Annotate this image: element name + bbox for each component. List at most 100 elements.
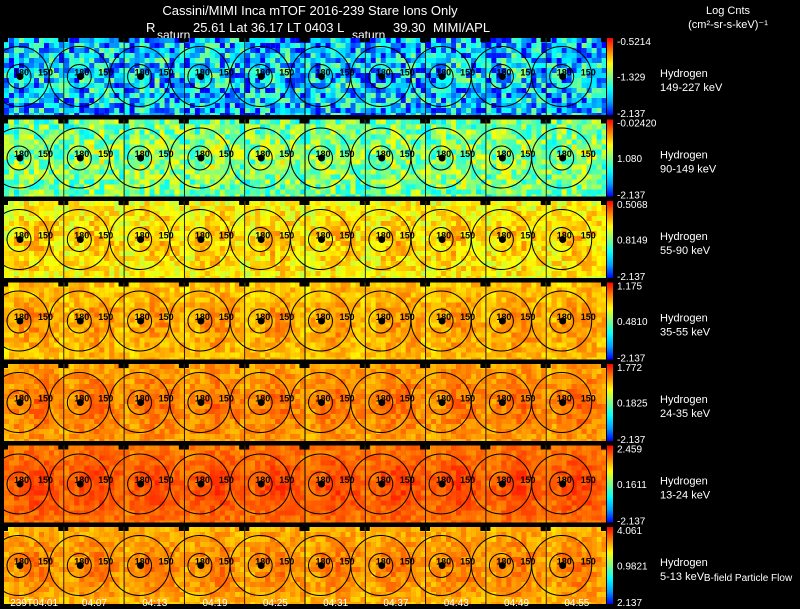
- ring-180: [488, 227, 514, 252]
- colorbar-min-r2: -2.137: [617, 272, 646, 283]
- ring-label-180: 180: [316, 475, 331, 485]
- ring-180: [127, 390, 153, 415]
- panel-r6-c1: 180 150: [48, 527, 124, 604]
- ring-180: [549, 308, 575, 334]
- sun-direction-marker: [498, 399, 506, 406]
- ring-180: [66, 553, 92, 578]
- panel-r3-c9: 180 150: [531, 282, 606, 360]
- colorbar-mid-r6: 0.9821: [617, 562, 648, 573]
- ring-label-180: 180: [195, 312, 210, 322]
- sun-direction-marker: [197, 154, 205, 162]
- sun-direction-marker: [378, 236, 386, 243]
- ring-label-150: 150: [460, 557, 475, 567]
- ring-180: [6, 471, 32, 497]
- ring-label-150: 150: [98, 231, 113, 241]
- colorbar-mid-r4: 0.1825: [617, 399, 648, 410]
- panel-r3-c5: 180 150: [290, 282, 365, 360]
- ring-label-150: 150: [219, 475, 234, 485]
- ring-180: [247, 553, 273, 578]
- sun-direction-marker: [137, 480, 145, 488]
- ring-label-180: 180: [255, 68, 270, 78]
- ring-180: [308, 227, 333, 252]
- ring-label-180: 180: [135, 231, 150, 241]
- ring-180: [549, 64, 575, 89]
- ring-label-180: 180: [195, 475, 210, 485]
- sun-direction-marker: [498, 317, 506, 325]
- panel-r6-c3: 180 150: [169, 527, 245, 604]
- energy-label-r4: 24-35 keV: [660, 408, 711, 420]
- ring-label-180: 180: [436, 475, 451, 485]
- ring-label-180: 180: [135, 68, 150, 78]
- panel-r5-c8: 180 150: [470, 445, 546, 523]
- panel-r3-c7: 180 150: [410, 282, 486, 360]
- ring-label-180: 180: [376, 475, 391, 485]
- sun-direction-marker: [559, 562, 567, 569]
- units-line-2: (cm²-sr-s-keV)⁻¹: [688, 19, 768, 31]
- ring-180: [428, 471, 454, 497]
- ring-label-180: 180: [376, 312, 391, 322]
- panel-r0-c8: 180 150: [470, 38, 546, 115]
- ring-label-150: 150: [279, 394, 294, 404]
- ring-label-150: 150: [340, 394, 355, 404]
- sun-direction-marker: [318, 236, 325, 243]
- ring-label-150: 150: [279, 149, 294, 159]
- ring-label-180: 180: [74, 557, 89, 567]
- ring-180: [368, 145, 394, 171]
- ring-180: [127, 308, 153, 334]
- time-tick-3: 04:19: [203, 598, 228, 609]
- panel-r1-c3: 180 150: [169, 119, 245, 197]
- sun-direction-marker: [76, 73, 84, 80]
- ring-180: [6, 390, 32, 415]
- sun-direction-marker: [197, 317, 205, 325]
- ring-label-150: 150: [340, 557, 355, 567]
- ring-label-150: 150: [340, 312, 355, 322]
- sun-direction-marker: [197, 236, 205, 243]
- ring-180: [66, 471, 92, 497]
- time-axis: 239T04:01 04:07 04:13 04:19 04:25 04:31 04:37 0…: [10, 598, 590, 609]
- ring-label-180: 180: [496, 557, 511, 567]
- colorbar-max-r4: 1.772: [617, 363, 642, 374]
- ring-180: [488, 390, 514, 415]
- ring-180: [247, 308, 273, 334]
- ring-180: [549, 553, 575, 578]
- energy-label-r5: 13-24 keV: [660, 490, 711, 502]
- ring-label-150: 150: [279, 312, 294, 322]
- ring-150: [531, 372, 593, 433]
- species-label-r2: Hydrogen: [660, 231, 708, 243]
- sun-direction-marker: [559, 399, 567, 406]
- ring-180: [428, 308, 454, 334]
- ring-label-180: 180: [195, 68, 210, 78]
- time-tick-9: 04:55: [564, 598, 589, 609]
- energy-label-r0: 149-227 keV: [660, 82, 723, 94]
- ring-label-180: 180: [255, 394, 270, 404]
- ring-label-150: 150: [38, 557, 53, 567]
- ring-label-180: 180: [316, 394, 331, 404]
- ring-label-180: 180: [436, 68, 451, 78]
- ring-180: [66, 308, 92, 334]
- panel-r6-c6: 180 150: [350, 527, 426, 604]
- panel-r2-c0: 180 150: [0, 201, 64, 278]
- species-label-r4: Hydrogen: [660, 394, 708, 406]
- sun-direction-marker: [76, 480, 84, 488]
- ring-label-180: 180: [557, 557, 572, 567]
- colorbar-mid-r0: -1.329: [617, 73, 646, 84]
- ring-label-150: 150: [581, 394, 596, 404]
- time-tick-7: 04:43: [444, 598, 469, 609]
- sun-direction-marker: [498, 154, 506, 162]
- ring-180: [308, 308, 333, 334]
- ring-180: [428, 390, 454, 415]
- colorbar-r1: [607, 119, 613, 197]
- time-tick-1: 04:07: [82, 598, 107, 609]
- ring-label-150: 150: [581, 312, 596, 322]
- colorbar-min-r6: 2.137: [617, 598, 642, 609]
- ring-180: [247, 390, 273, 415]
- sun-direction-marker: [498, 480, 506, 488]
- sun-direction-marker: [137, 154, 145, 162]
- panel-r0-c0: 180 150: [0, 38, 64, 115]
- ring-label-150: 150: [340, 149, 355, 159]
- sun-direction-marker: [257, 399, 265, 406]
- colorbar-max-r6: 4.061: [617, 526, 642, 537]
- colorbar-max-r3: 1.175: [617, 282, 642, 293]
- ring-label-180: 180: [195, 557, 210, 567]
- panel-r5-c1: 180 150: [48, 445, 124, 523]
